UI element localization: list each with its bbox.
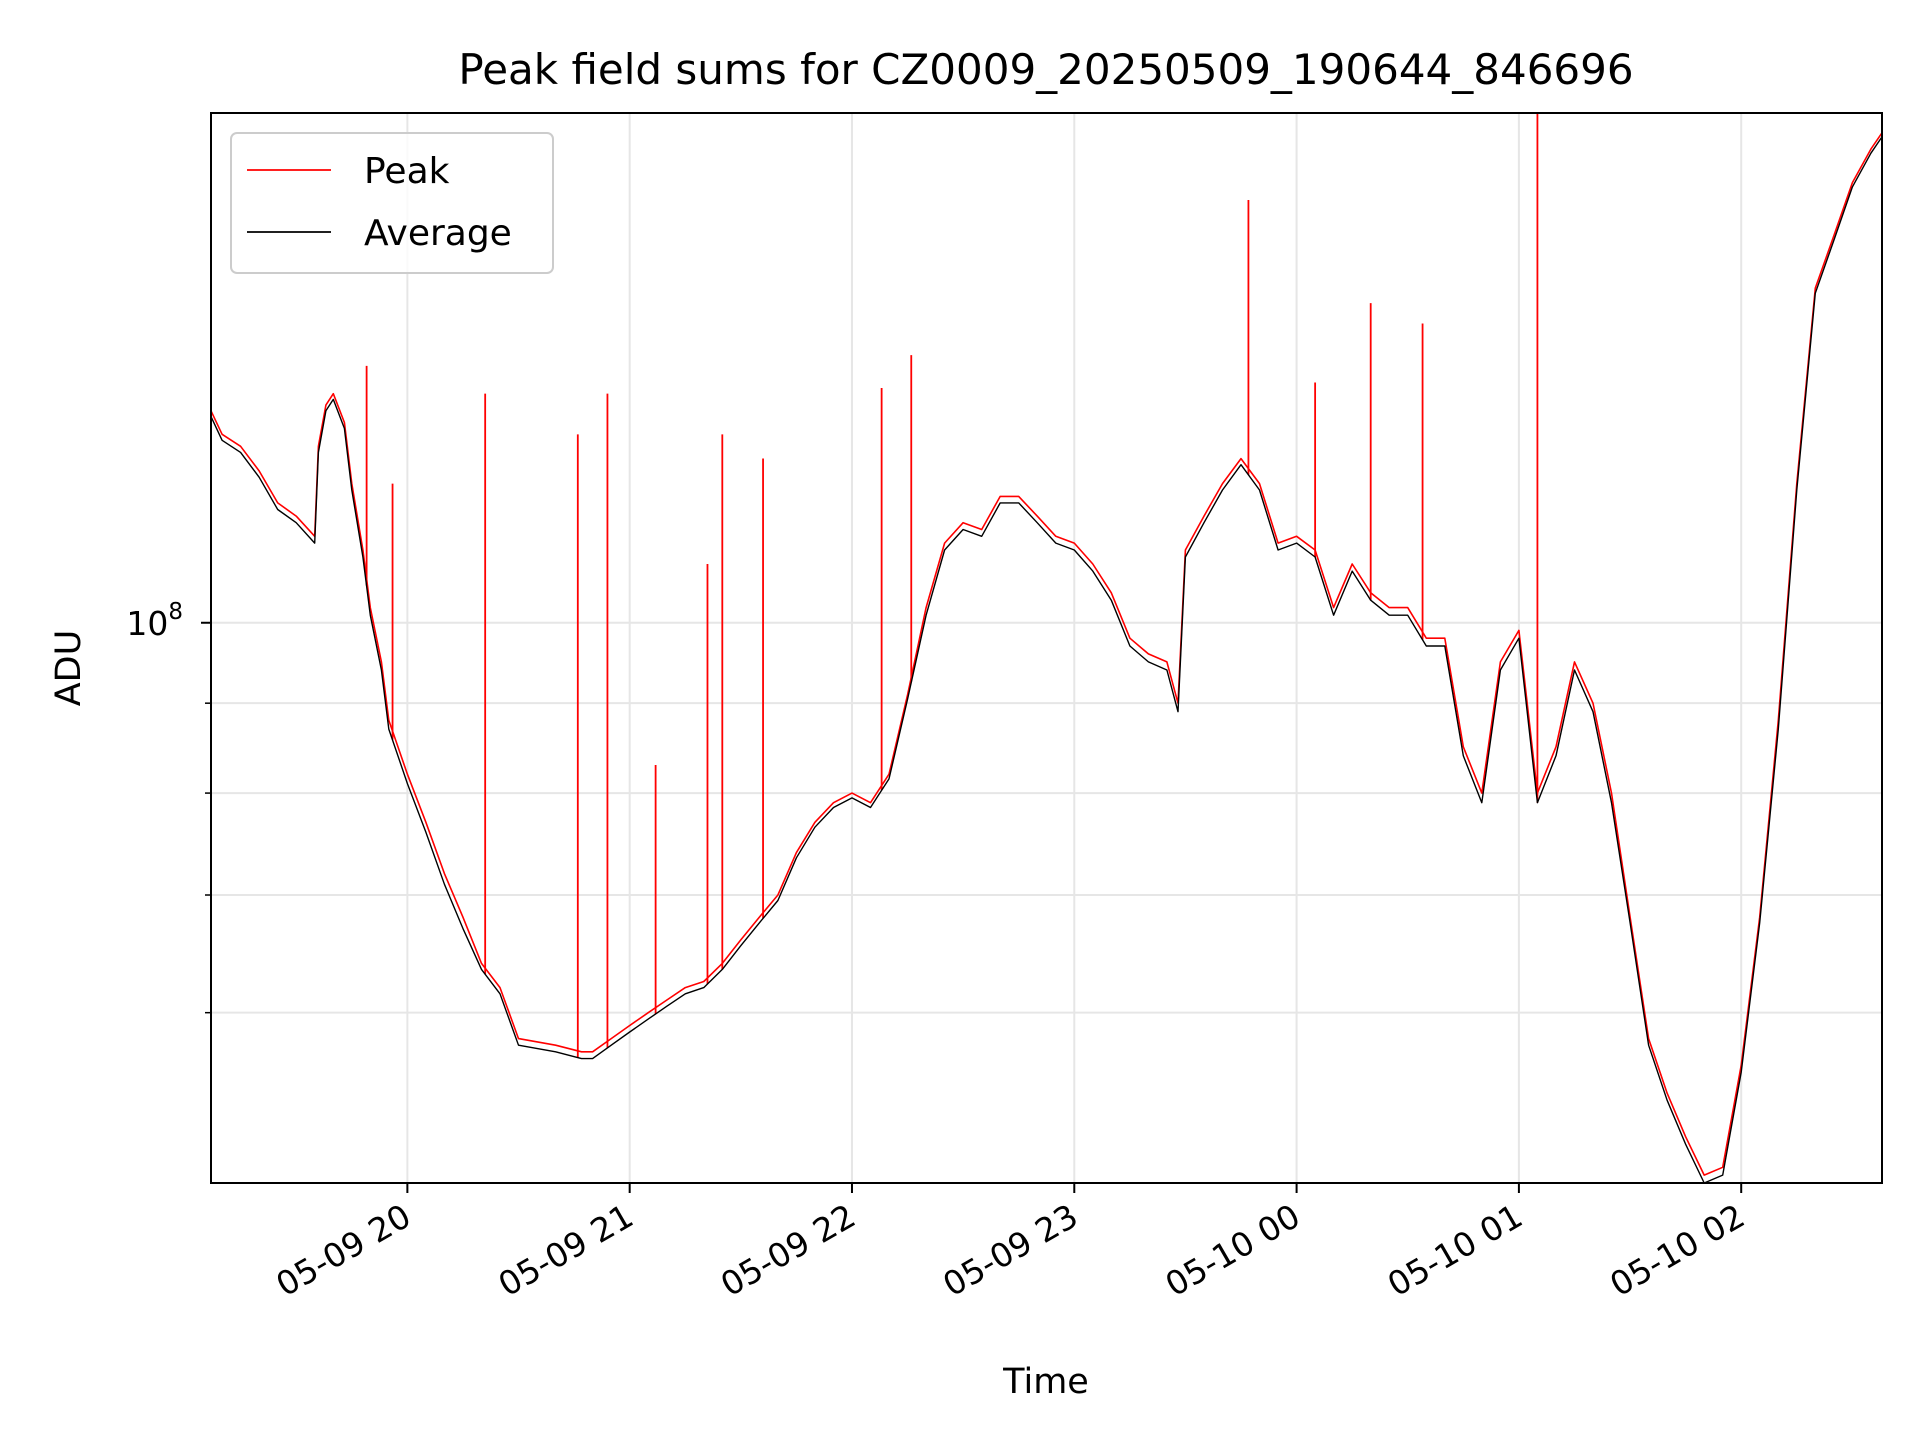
series-line-average	[210, 136, 1883, 1184]
y-axis-label: ADU	[49, 630, 89, 707]
legend-label-average: Average	[364, 213, 512, 254]
series-average	[210, 136, 1883, 1184]
chart-title: Peak field sums for CZ0009_20250509_1906…	[458, 45, 1633, 94]
series-line-peak	[210, 132, 1883, 1176]
legend-label-peak: Peak	[364, 151, 450, 192]
legend-box	[230, 132, 554, 274]
plot-frame	[210, 112, 1883, 1184]
grid	[211, 113, 1882, 1183]
x-axis-label: Time	[1002, 1362, 1089, 1402]
y-tick-label: 108	[126, 599, 183, 643]
series-layer	[210, 113, 1883, 1184]
series-peak	[210, 113, 1883, 1176]
legend: Peak Average	[230, 132, 554, 274]
